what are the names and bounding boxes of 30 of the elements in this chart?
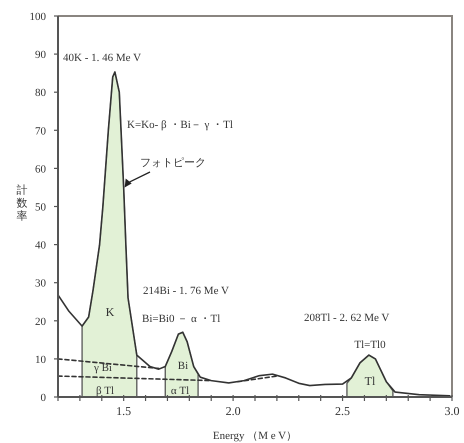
annotation: K=Ko- β ・Bi－ γ ・Tl bbox=[127, 119, 233, 131]
y-tick-label: 30 bbox=[35, 278, 46, 290]
y-axis-title: 計数率 bbox=[16, 184, 28, 222]
annotation: β Tl bbox=[96, 385, 114, 397]
annotation: Tl=Tl0 bbox=[354, 339, 386, 351]
annotation: K bbox=[106, 305, 115, 319]
annotation: Bi=Bi0 － α ・Tl bbox=[142, 313, 220, 325]
y-tick-label: 80 bbox=[35, 87, 46, 100]
y-tick-label: 10 bbox=[35, 354, 46, 366]
annotation: 208Tl - 2. 62 Me V bbox=[304, 312, 390, 324]
x-tick-label: 1.5 bbox=[116, 404, 132, 418]
x-tick-label: 2.5 bbox=[335, 404, 350, 418]
annotation: フォトピーク bbox=[140, 157, 206, 169]
annotation: γ Bi bbox=[92, 362, 112, 374]
annotation: 40K - 1. 46 Me V bbox=[63, 52, 142, 64]
y-tick-label: 100 bbox=[30, 11, 46, 23]
annotation: α Tl bbox=[170, 385, 190, 397]
y-tick-label: 60 bbox=[35, 163, 46, 176]
x-tick-label: 2.0 bbox=[226, 404, 241, 418]
annotation: Bi bbox=[178, 360, 188, 372]
x-tick-label: 3.0 bbox=[444, 404, 460, 418]
x-axis-title: Energy （M e V） bbox=[212, 430, 298, 442]
y-tick-label: 40 bbox=[35, 240, 46, 252]
annotation: 214Bi - 1. 76 Me V bbox=[143, 285, 230, 297]
y-tick-label: 50 bbox=[35, 202, 46, 214]
y-tick-label: 20 bbox=[35, 316, 46, 328]
y-tick-label: 70 bbox=[35, 125, 46, 138]
annotation: Tl bbox=[364, 374, 376, 388]
y-tick-label: 90 bbox=[35, 49, 46, 62]
y-tick-label: 0 bbox=[40, 392, 46, 404]
